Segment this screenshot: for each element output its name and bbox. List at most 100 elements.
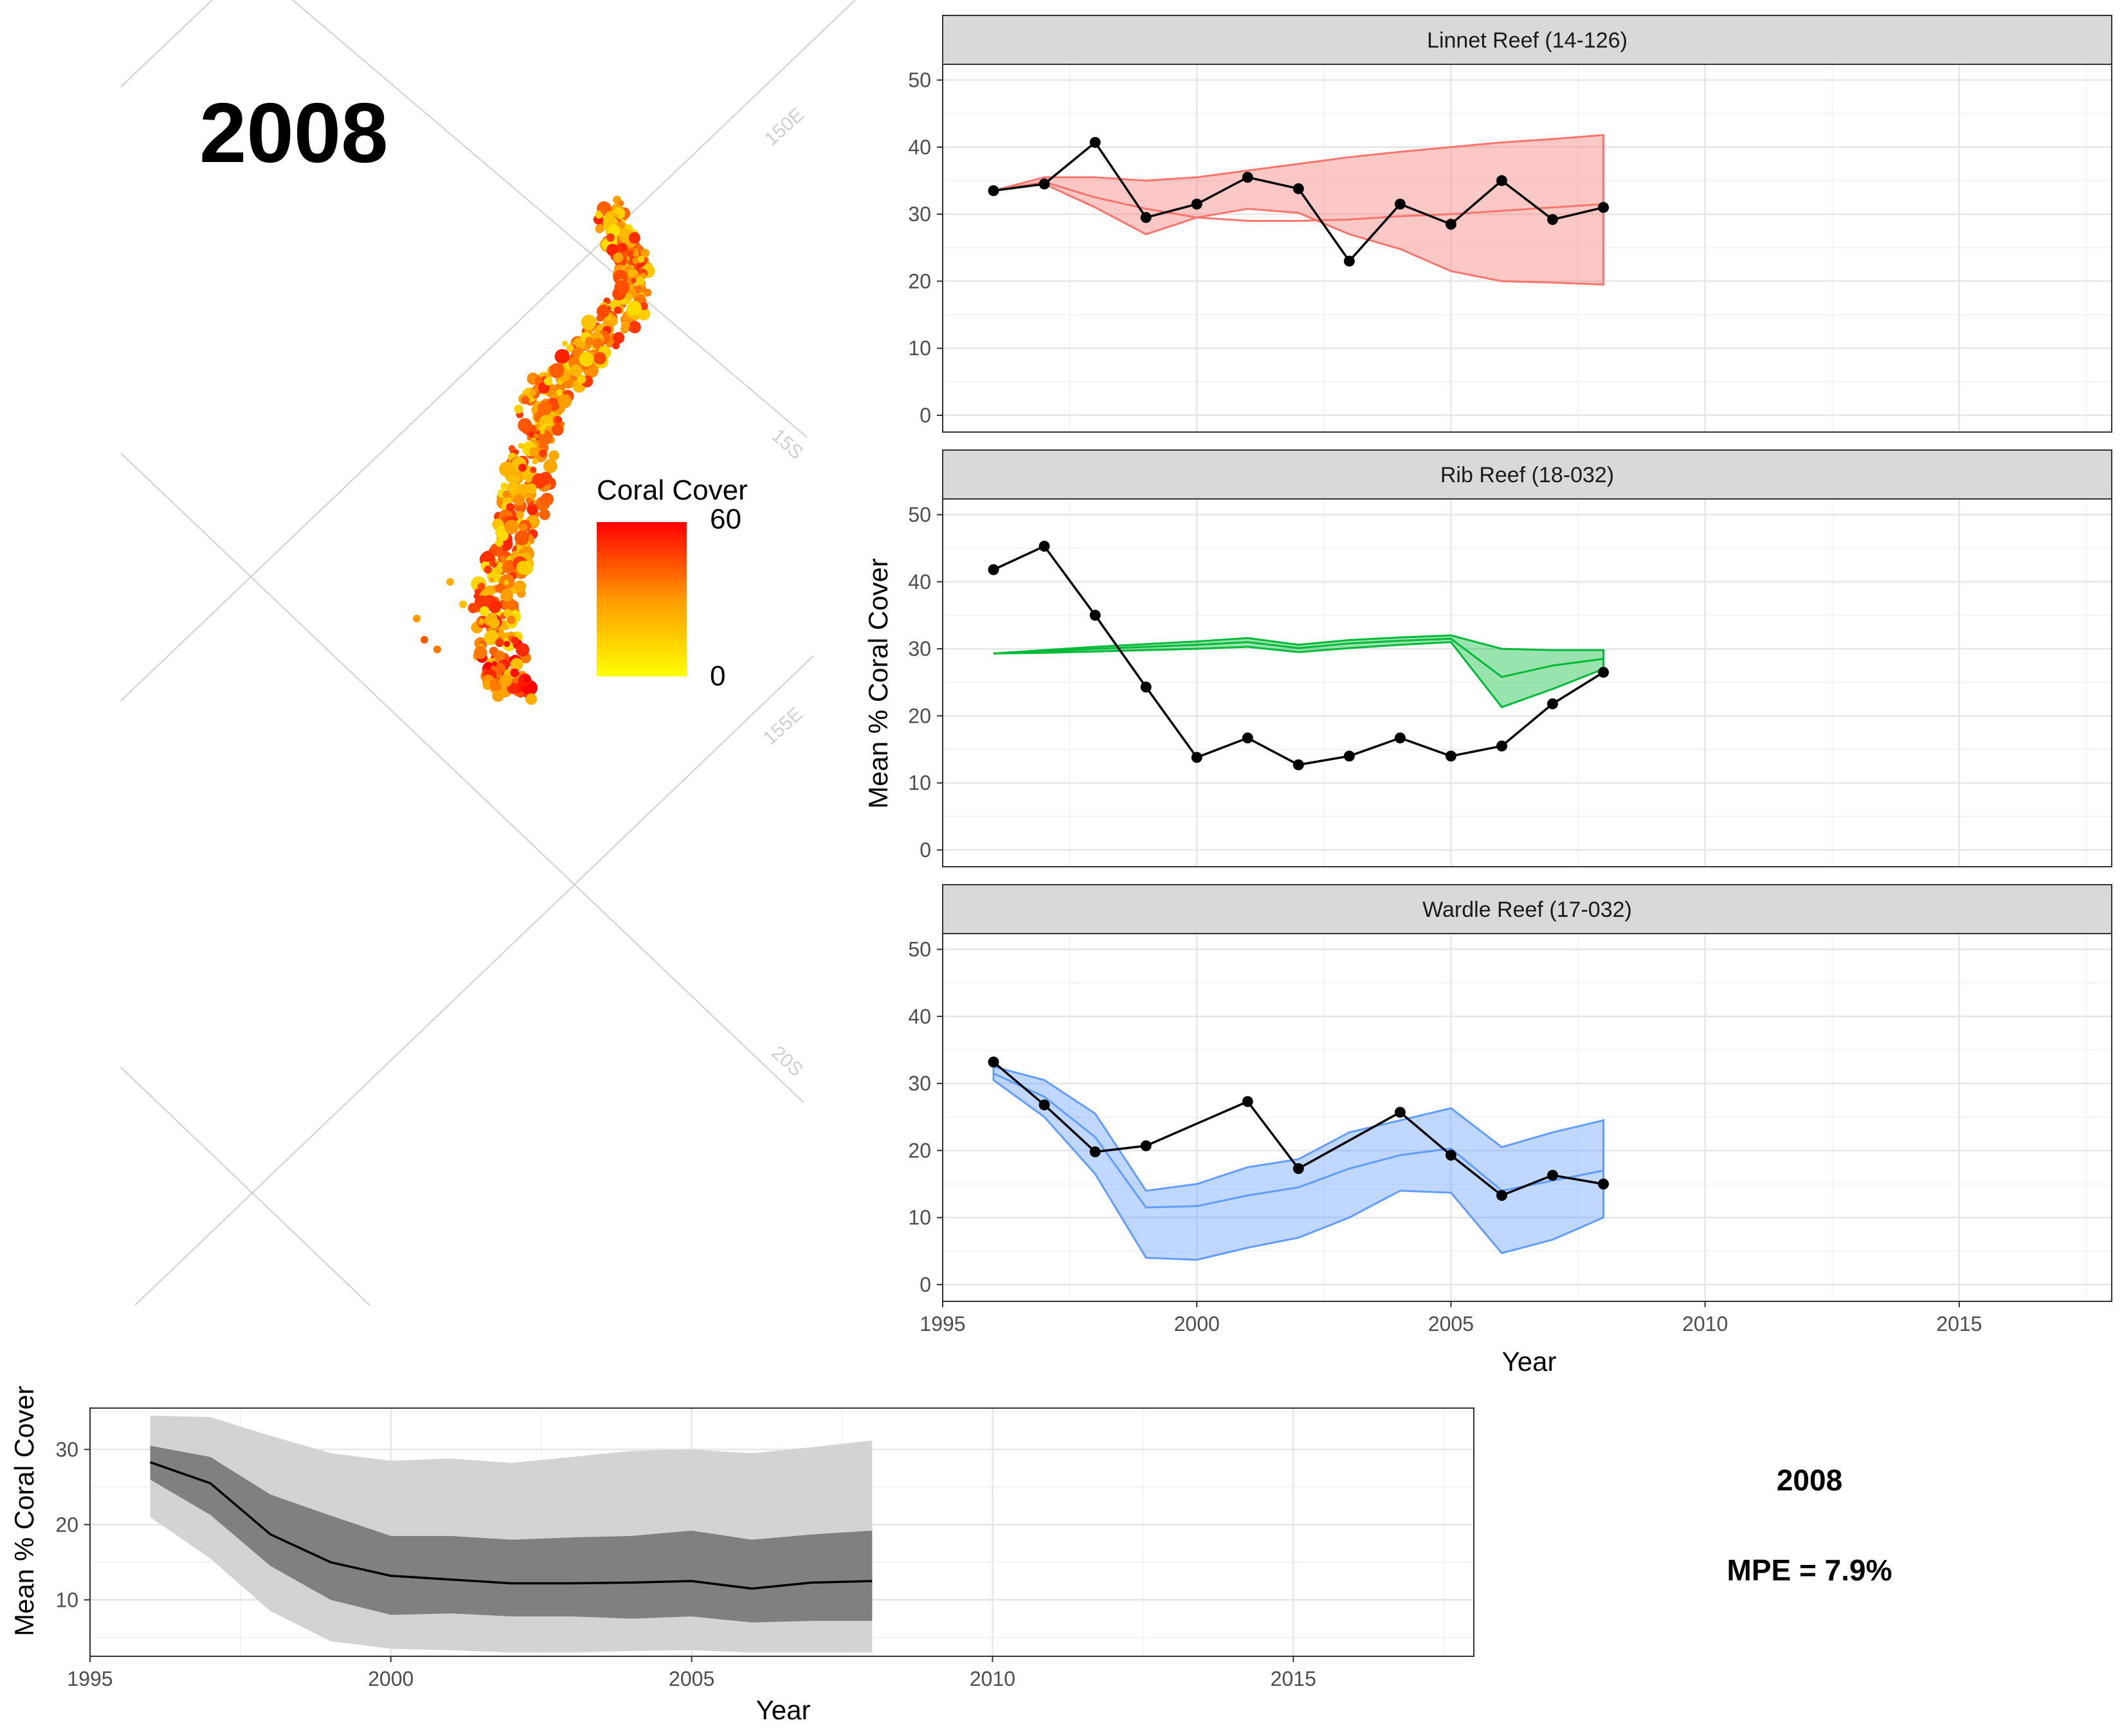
reef-point [539,449,547,457]
reef-point [606,315,612,321]
observed-point [1394,198,1406,210]
facet-strip [942,449,2112,500]
observed-point [1038,541,1050,552]
reef-point [499,461,514,477]
observed-point [1242,172,1253,183]
reef-point [492,661,498,667]
reef-point [633,251,639,257]
reef-point [421,636,428,644]
reef-point [523,676,531,683]
reef-point [474,646,487,659]
reef-point [489,577,494,583]
reef-point [529,389,537,397]
graticule-label-155e: 155E [759,703,807,749]
reef-point [596,305,610,318]
observed-point [1191,752,1202,763]
prediction-median-line [993,181,1604,222]
facet-panel-1: Linnet Reef (14-126) 0 10 20 30 40 50 [908,15,2112,433]
reef-point [489,678,503,691]
reef-point [518,691,524,698]
reef-point [628,321,641,334]
observed-point [1445,219,1456,230]
observed-point [1547,213,1559,225]
reef-point [488,600,502,613]
reef-point [497,630,505,638]
summary-chart: 10 20 30 1995 2000 2005 2010 2015 [55,1407,1474,1690]
y-tick-label: 20 [908,1139,931,1162]
reef-point [516,643,530,657]
reef-point [495,638,504,647]
facet-grid [941,64,2112,432]
reef-point [619,243,627,251]
reef-point [491,562,497,568]
reef-point [413,615,421,622]
reef-point [640,248,649,258]
reef-point [612,341,620,350]
reef-point [516,511,524,520]
x-tick-label: 1995 [67,1667,113,1690]
map-graticule [120,0,856,1306]
x-tick-label: 2015 [1936,1312,1982,1335]
reef-point [503,640,511,647]
reef-point [570,364,582,377]
reef-point [554,348,570,364]
reef-point [579,352,594,367]
x-tick-label: 2000 [1174,1312,1220,1335]
reef-point [558,394,572,408]
reef-point [459,601,467,608]
facet-strip-label: Wardle Reef (17-032) [1422,898,1632,922]
reef-point [614,306,622,314]
summary-panel-border [89,1407,1474,1657]
reef-point [515,532,529,546]
y-tick-label: 20 [908,269,931,293]
reef-point [606,233,615,242]
reef-point [506,503,514,511]
graticule-label-150e: 150E [761,104,808,150]
legend-min-label: 0 [710,660,725,692]
observed-point [1598,1179,1610,1190]
reef-point [626,300,642,316]
y-tick-label: 10 [55,1588,78,1611]
observed-point [1496,1189,1507,1201]
facet-panel-border [942,933,2112,1302]
reef-point [531,473,547,489]
reef-point [514,404,523,414]
reef-point [508,483,518,493]
reef-point [479,606,489,617]
observed-point [1191,198,1202,210]
x-tick-label: 1995 [920,1312,965,1335]
x-tick-label: 2010 [970,1667,1015,1690]
coral-cover-legend: Coral Cover 60 0 [597,475,748,692]
reef-point [614,280,630,295]
reef-point [595,224,604,233]
reef-point [502,490,511,498]
reef-points [413,195,655,705]
reef-point [566,344,574,352]
reef-point [540,429,545,435]
observed-point [1140,1140,1152,1152]
y-tick-label: 10 [908,1206,931,1229]
reef-point [478,619,484,624]
observed-point [1242,732,1253,744]
y-tick-label: 40 [908,1005,931,1028]
x-tick-label: 2005 [669,1667,714,1690]
reef-point [532,531,538,537]
observed-point [1292,1163,1304,1175]
y-tick-label: 0 [920,1273,931,1296]
reef-point [433,646,441,653]
observed-point [1496,740,1507,752]
y-tick-label: 30 [908,1072,931,1095]
reef-point [521,396,530,404]
y-tick-label: 40 [908,570,931,593]
reef-point [500,482,508,490]
summary-x-axis-title: Year [756,1695,811,1725]
reef-point [635,276,644,285]
observed-point [1038,1099,1050,1110]
summary-mean-line [149,1461,873,1590]
reef-point [620,325,629,334]
reef-point [527,503,538,515]
reef-point [510,668,520,678]
observed-point [1292,759,1304,770]
